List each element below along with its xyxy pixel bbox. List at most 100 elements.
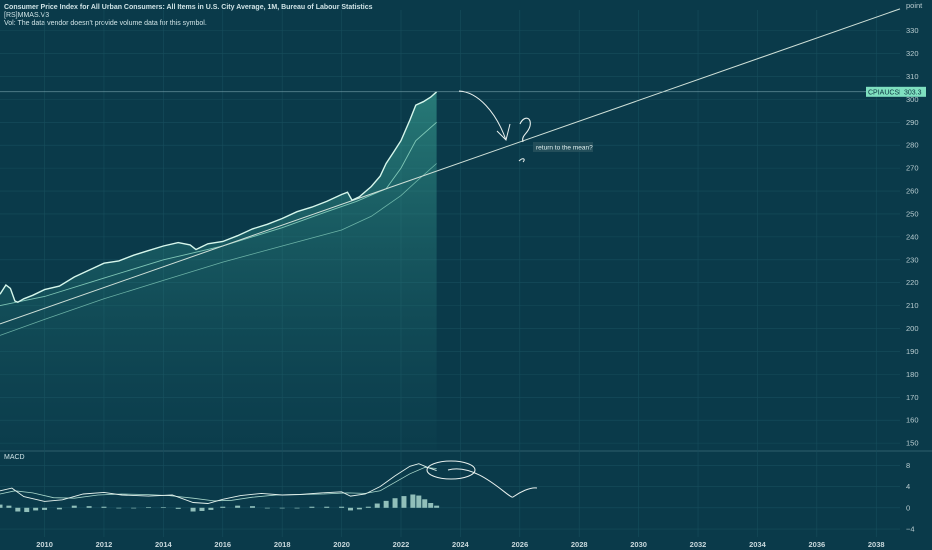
macd-histogram-bar <box>116 507 122 509</box>
question-mark-curve <box>519 117 531 143</box>
macd-histogram-bar <box>428 503 434 508</box>
macd-pane <box>0 463 440 513</box>
price-axis-tick: 200 <box>906 324 919 333</box>
macd-histogram-bar <box>422 499 428 508</box>
time-axis-tick: 2022 <box>393 540 410 549</box>
circle-annotation <box>426 460 476 480</box>
macd-histogram-bar <box>220 506 226 508</box>
macd-histogram-bar <box>347 507 353 511</box>
time-axis-tick: 2020 <box>333 540 350 549</box>
macd-histogram-bar <box>434 505 440 508</box>
macd-histogram-bar <box>279 507 285 509</box>
trendline <box>0 8 901 325</box>
last-value-symbol-tag <box>866 86 900 97</box>
macd-histogram-bar <box>175 507 181 509</box>
macd-histogram-bar <box>71 505 77 508</box>
last-value-symbol: CPIAUCSL <box>868 89 903 96</box>
macd-histogram-bar <box>15 507 21 512</box>
time-axis-tick: 2024 <box>452 540 470 549</box>
price-axis-tick: 250 <box>906 209 919 218</box>
macd-histogram-bar <box>190 507 196 512</box>
macd-projection-curve <box>447 468 538 498</box>
macd-histogram-bar <box>42 507 48 510</box>
macd-histogram-bar <box>33 507 39 511</box>
macd-histogram-bar <box>0 504 3 508</box>
macd-histogram-bar <box>131 507 137 509</box>
price-axis-tick: 260 <box>906 187 919 196</box>
macd-pane-label: MACD <box>4 454 25 461</box>
price-axis-tick: 220 <box>906 278 919 287</box>
price-axis-tick: 170 <box>906 393 919 402</box>
axes: 150 160 170 180 190 200 210 220 230 240 250 260 270 2… <box>36 1 926 549</box>
macd-histogram-bar <box>264 507 270 509</box>
macd-histogram-bar <box>392 498 398 508</box>
annotation-note-bg <box>533 142 593 152</box>
time-axis-tick: 2036 <box>808 540 825 549</box>
ma-fast-line <box>0 121 437 307</box>
macd-histogram-bar <box>160 507 166 508</box>
last-value-tag <box>900 86 926 97</box>
price-area <box>0 91 437 451</box>
macd-histogram-bar <box>401 496 407 508</box>
price-axis-tick: 310 <box>906 72 919 81</box>
macd-line <box>0 463 437 504</box>
price-line <box>0 91 438 303</box>
macd-histogram-bar <box>339 506 345 508</box>
price-series <box>0 8 901 336</box>
macd-histogram-bar <box>56 507 62 510</box>
time-axis-tick: 2034 <box>749 540 767 549</box>
macd-axis-tick: 4 <box>906 482 910 491</box>
macd-histogram-bar <box>24 507 30 513</box>
question-mark-dot <box>518 158 525 163</box>
annotation-note-text: return to the mean? <box>536 145 593 152</box>
price-axis-tick: 190 <box>906 347 919 356</box>
curved-arrow <box>458 90 507 141</box>
price-axis-label: point <box>906 1 923 10</box>
time-axis-tick: 2030 <box>630 540 647 549</box>
macd-axis-tick: −4 <box>906 525 915 534</box>
macd-histogram-bar <box>365 506 371 508</box>
macd-histogram-bar <box>146 507 152 508</box>
macd-signal-line <box>0 466 437 502</box>
price-axis-tick: 330 <box>906 26 919 35</box>
arrow-head <box>496 123 511 141</box>
price-axis-tick: 150 <box>906 439 919 448</box>
price-axis-tick: 230 <box>906 255 919 264</box>
macd-histogram-bar <box>324 506 330 508</box>
price-axis-tick: 320 <box>906 49 919 58</box>
time-axis-tick: 2016 <box>214 540 231 549</box>
macd-histogram-bar <box>356 507 362 510</box>
time-axis-tick: 2012 <box>96 540 113 549</box>
price-axis-tick: 180 <box>906 370 919 379</box>
chart-title: Consumer Price Index for All Urban Consu… <box>4 4 373 11</box>
macd-histogram-bar <box>86 506 92 508</box>
macd-axis-tick: 0 <box>906 503 910 512</box>
price-axis-tick: 290 <box>906 118 919 127</box>
ma-slow-line <box>0 163 437 336</box>
time-axis-tick: 2026 <box>511 540 528 549</box>
price-axis-tick: 300 <box>906 95 919 104</box>
price-area-fill <box>0 91 437 451</box>
price-axis-tick: 280 <box>906 141 919 150</box>
macd-histogram-bar <box>410 494 416 508</box>
macd-axis-tick: 8 <box>906 461 910 470</box>
time-axis-tick: 2018 <box>274 540 291 549</box>
macd-histogram-bar <box>208 507 214 510</box>
macd-histogram-bar <box>235 505 241 508</box>
macd-histogram-bar <box>6 505 12 508</box>
macd-histogram-bar <box>383 500 389 508</box>
time-axis-tick: 2032 <box>690 540 707 549</box>
price-axis-tick: 240 <box>906 232 919 241</box>
macd-histogram-bar <box>101 506 107 508</box>
last-value-text: 303.3 <box>904 89 922 96</box>
price-axis-tick: 160 <box>906 416 919 425</box>
indicator-label: [RS]MMAS.V3 <box>4 12 50 19</box>
macd-histogram-bar <box>294 507 300 509</box>
time-axis-tick: 2010 <box>36 540 53 549</box>
macd-histogram-bar <box>416 495 422 508</box>
volume-note: Vol: The data vendor doesn't provide vol… <box>4 20 207 27</box>
time-axis-tick: 2014 <box>155 540 173 549</box>
macd-histogram-bar <box>309 506 315 508</box>
